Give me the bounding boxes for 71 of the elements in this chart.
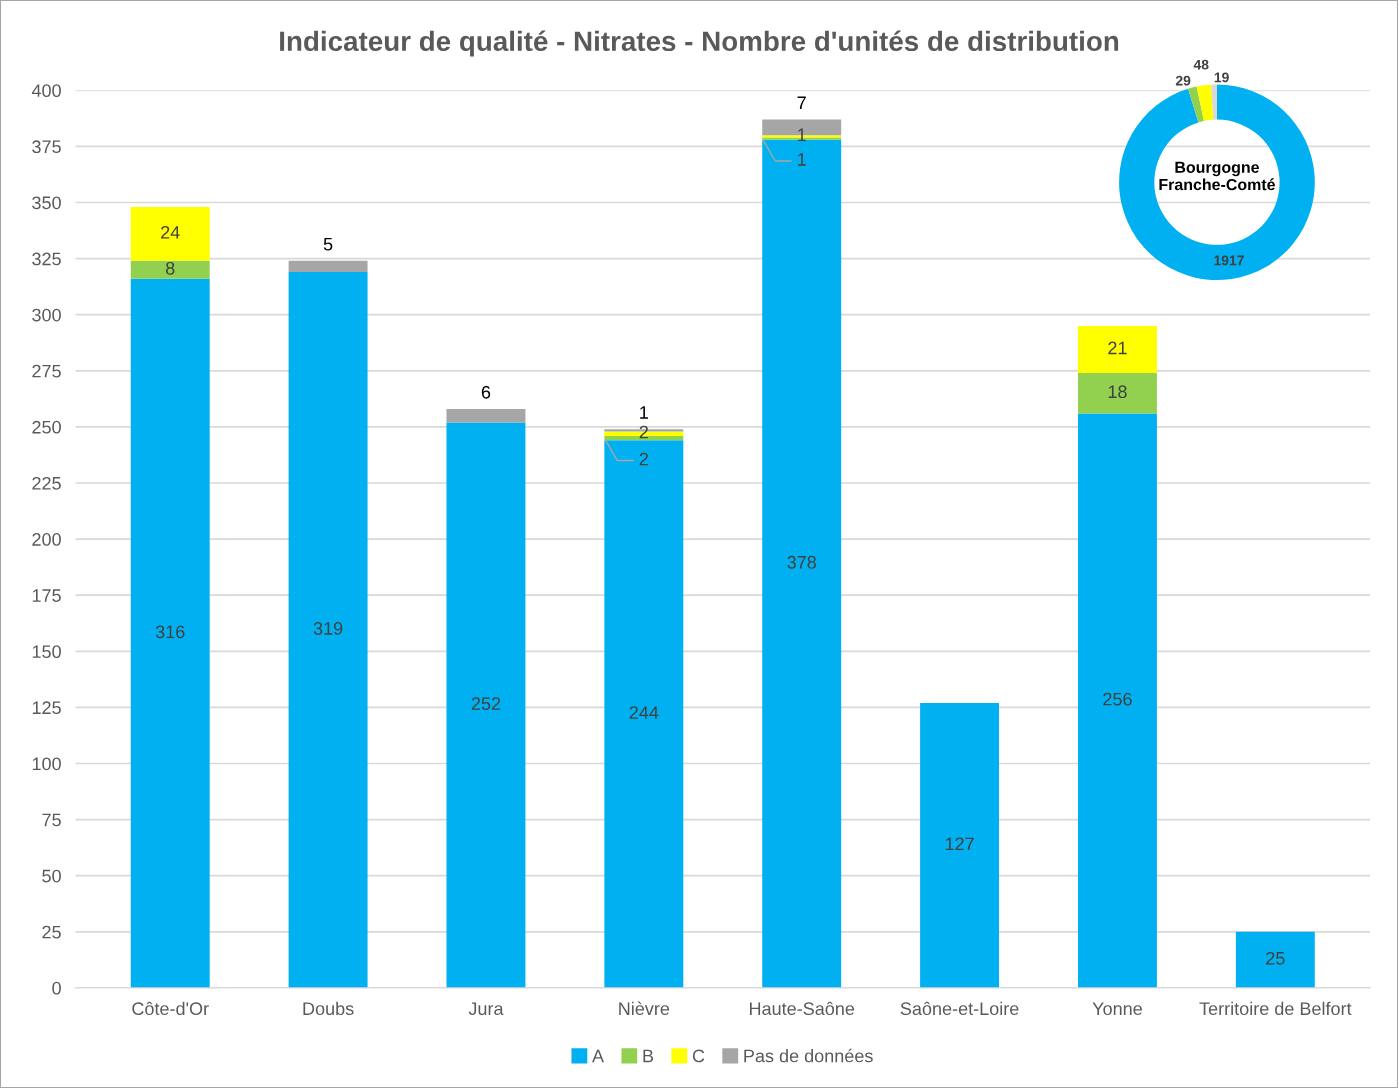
x-tick-label: Doubs bbox=[303, 1001, 354, 1016]
y-tick-label: 25 bbox=[42, 925, 61, 939]
data-label: 6 bbox=[481, 385, 491, 399]
y-tick-label: 225 bbox=[32, 476, 61, 490]
y-tick-label: 75 bbox=[42, 813, 61, 827]
donut-slice bbox=[1196, 84, 1214, 121]
data-label: 252 bbox=[471, 697, 501, 711]
chart-title: Indicateur de qualité - Nitrates - Nombre d'unités de distribution bbox=[280, 30, 1119, 57]
donut-slice bbox=[1119, 84, 1315, 281]
data-label: 2 bbox=[639, 452, 648, 466]
data-label: 24 bbox=[161, 225, 180, 239]
data-label: 244 bbox=[629, 706, 659, 719]
bar bbox=[1077, 413, 1157, 988]
x-tick-label: Yonne bbox=[1092, 1002, 1142, 1016]
legend-label: B bbox=[643, 1049, 654, 1063]
data-label: 25 bbox=[1266, 951, 1285, 965]
bar bbox=[130, 260, 210, 279]
y-tick-label: 275 bbox=[32, 364, 61, 378]
data-label: 1 bbox=[640, 406, 648, 419]
data-label: 1 bbox=[798, 153, 806, 166]
data-label: 19 bbox=[1214, 72, 1229, 83]
data-label: 48 bbox=[1193, 59, 1209, 70]
y-tick-label: 0 bbox=[52, 981, 61, 995]
data-label: 316 bbox=[155, 625, 185, 639]
data-label: 5 bbox=[323, 237, 333, 251]
y-tick-label: 350 bbox=[32, 196, 61, 210]
y-tick-label: 375 bbox=[32, 140, 61, 154]
y-tick-label: 150 bbox=[32, 645, 61, 659]
bar bbox=[130, 278, 210, 988]
donut-slice bbox=[1188, 86, 1204, 123]
x-tick-label: Nièvre bbox=[619, 1001, 670, 1016]
x-tick-label: Saône-et-Loire bbox=[900, 1001, 1019, 1016]
legend-label: C bbox=[692, 1049, 705, 1063]
donut-slice bbox=[1211, 84, 1217, 120]
bar bbox=[288, 260, 368, 273]
x-tick-label: Côte-d'Or bbox=[132, 1001, 209, 1016]
y-tick-label: 250 bbox=[32, 420, 61, 434]
legend-label: Pas de données bbox=[744, 1048, 873, 1063]
bar bbox=[604, 440, 684, 988]
legend-label: A bbox=[592, 1049, 605, 1063]
bar bbox=[1235, 931, 1315, 988]
x-tick-label: Territoire de Belfort bbox=[1199, 1001, 1352, 1016]
y-tick-label: 175 bbox=[32, 589, 61, 602]
data-label: 29 bbox=[1175, 75, 1191, 86]
bar bbox=[446, 408, 526, 423]
y-tick-label: 125 bbox=[32, 701, 61, 715]
bar bbox=[920, 702, 1000, 988]
data-label: 21 bbox=[1108, 341, 1127, 355]
bar bbox=[762, 139, 842, 988]
data-label: 7 bbox=[797, 96, 806, 109]
y-tick-label: 200 bbox=[32, 533, 61, 546]
data-label: 127 bbox=[945, 837, 974, 851]
y-tick-label: 100 bbox=[32, 757, 61, 771]
data-label: 8 bbox=[165, 261, 175, 275]
x-tick-label: Haute-Saône bbox=[749, 1001, 855, 1016]
data-label: 319 bbox=[313, 622, 343, 635]
y-tick-label: 325 bbox=[32, 252, 61, 266]
data-label: 256 bbox=[1103, 692, 1132, 706]
data-label: 1917 bbox=[1214, 255, 1244, 266]
bar bbox=[1077, 325, 1157, 374]
x-tick-label: Jura bbox=[468, 1002, 504, 1016]
data-label: 378 bbox=[787, 555, 816, 569]
bar bbox=[446, 422, 526, 988]
bar bbox=[1077, 373, 1157, 414]
y-tick-label: 50 bbox=[42, 869, 61, 883]
bar bbox=[130, 206, 210, 261]
annotation: Bourgogne Franche-Comté bbox=[1159, 161, 1275, 191]
y-tick-label: 400 bbox=[31, 84, 61, 98]
y-tick-label: 300 bbox=[32, 308, 61, 322]
data-label: 18 bbox=[1108, 385, 1127, 399]
bar bbox=[288, 272, 368, 988]
